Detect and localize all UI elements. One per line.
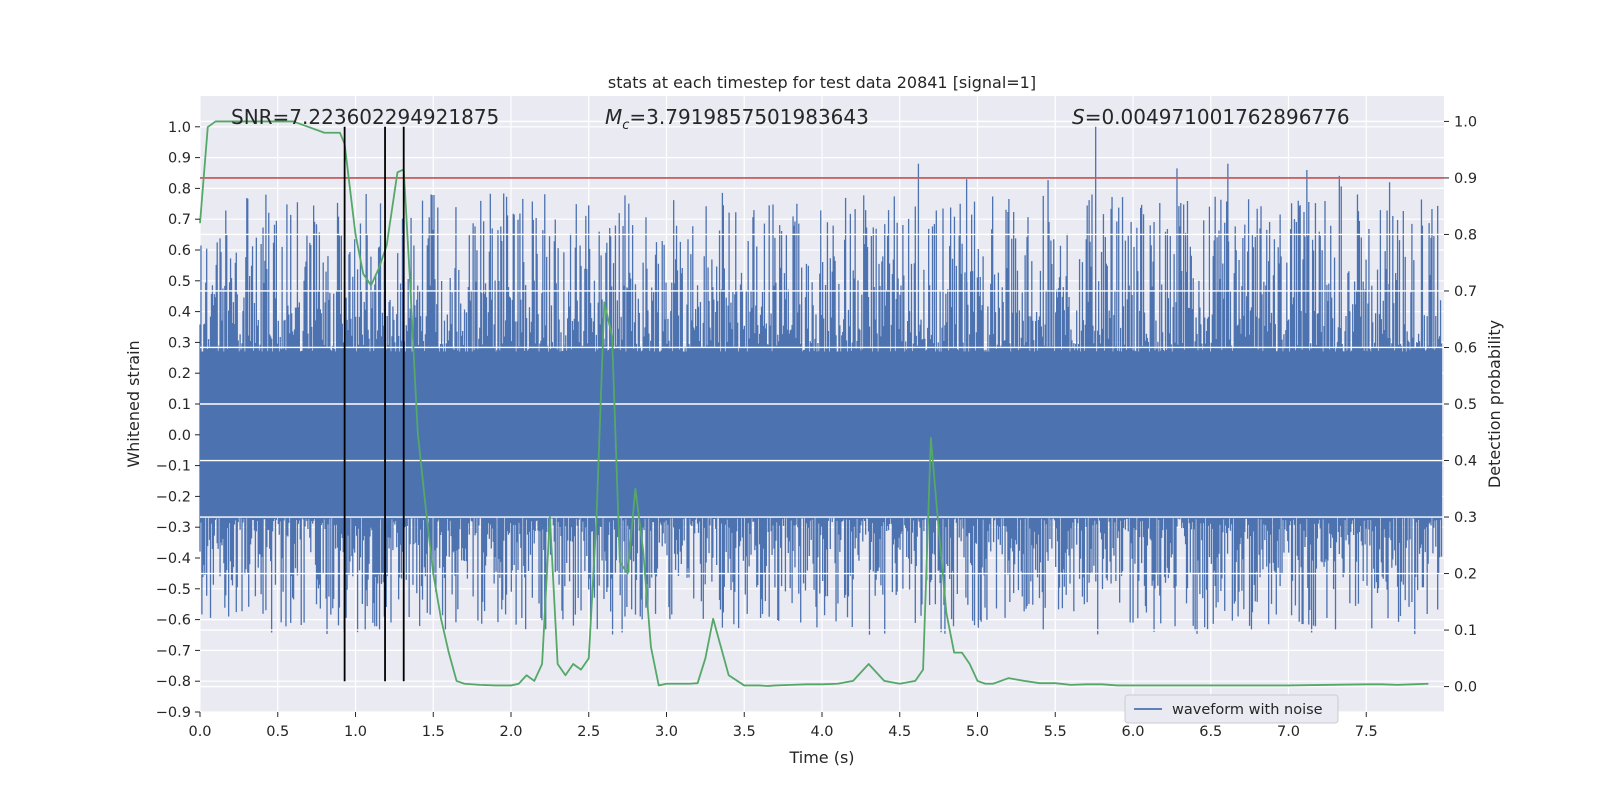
x-tick-label: 7.0 [1277,724,1300,740]
y-tick-label: 0.2 [168,366,191,382]
x-tick-label: 7.5 [1355,724,1378,740]
y-tick-label: −0.6 [156,613,191,629]
y-tick-label: 0.8 [168,181,191,197]
y-tick-label: 0.7 [168,212,191,228]
x-tick-label: 3.0 [655,724,678,740]
y-tick-label: −0.4 [156,551,191,567]
x-axis-ticks: 0.0 0.5 1.0 1.5 2.0 2.5 3.0 3.5 4.0 4.5 5.0 5.5 6.0 6… [188,712,1378,740]
y-right-tick-label: 0.0 [1454,680,1477,696]
y-right-tick-label: 0.7 [1454,284,1477,300]
y-tick-label: −0.1 [156,459,191,475]
x-axis-label: Time (s) [788,748,854,767]
x-tick-label: 5.5 [1044,724,1067,740]
snr-annotation: SNR=7.223602294921875 [231,105,499,129]
y-right-tick-label: 0.8 [1454,227,1477,243]
y-tick-label: 0.3 [168,335,191,351]
y-tick-label: −0.7 [156,643,191,659]
s-value: =0.004971001762896776 [1085,105,1350,129]
s-annotation: S=0.004971001762896776 [1072,105,1350,129]
y-right-tick-label: 0.6 [1454,340,1477,356]
chart-title: stats at each timestep for test data 208… [608,73,1036,92]
s-symbol: S [1072,105,1085,129]
vertical-markers [343,126,405,682]
chirp-mass-subscript: c [622,118,629,133]
y-right-tick-label: 0.4 [1454,454,1477,470]
legend: waveform with noise [1124,694,1339,724]
y-tick-label: −0.9 [156,705,191,721]
legend-box [1124,694,1339,724]
y-right-axis-label: Detection probability [1485,320,1504,488]
y-tick-label: −0.2 [156,489,191,505]
detection-probability-series [199,120,1429,687]
x-tick-label: 4.5 [888,724,911,740]
y-tick-label: −0.8 [156,674,191,690]
chirp-mass-value: =3.7919857501983643 [629,105,868,129]
y-right-axis-ticks: 0.0 0.1 0.2 0.3 0.4 0.5 0.6 0.7 0.8 0.9 1.0 [1444,114,1477,696]
y-tick-label: 0.9 [168,151,191,167]
detection-probability-line [199,120,1429,687]
y-tick-label: 0.5 [168,274,191,290]
chirp-mass-symbol: M [605,105,622,129]
y-tick-label: 0.6 [168,243,191,259]
x-tick-label: 4.0 [810,724,833,740]
legend-label: waveform with noise [1172,702,1323,718]
y-right-tick-label: 0.9 [1454,171,1477,187]
y-tick-label: 0.1 [168,397,191,413]
y-tick-label: −0.3 [156,520,191,536]
y-left-axis-ticks: −0.9 −0.8 −0.7 −0.6 −0.5 −0.4 −0.3 −0.2 −0.1 0.0 0… [156,120,200,721]
x-tick-label: 5.0 [966,724,989,740]
y-left-axis-label: Whitened strain [124,340,143,467]
y-right-tick-label: 0.2 [1454,567,1477,583]
waveform-series [199,126,1443,635]
y-right-tick-label: 0.5 [1454,397,1477,413]
x-tick-label: 6.5 [1199,724,1222,740]
y-tick-label: 0.4 [168,305,191,321]
x-tick-label: 1.0 [344,724,367,740]
x-tick-label: 6.0 [1121,724,1144,740]
x-tick-label: 0.0 [188,724,211,740]
y-tick-label: 0.0 [168,428,191,444]
y-tick-label: −0.5 [156,582,191,598]
x-tick-label: 0.5 [266,724,289,740]
y-tick-label: 1.0 [168,120,191,136]
x-tick-label: 2.5 [577,724,600,740]
x-tick-label: 2.0 [499,724,522,740]
right-axis-gridlines [200,120,1444,688]
x-tick-label: 1.5 [422,724,445,740]
y-right-tick-label: 0.3 [1454,510,1477,526]
x-tick-label: 3.5 [733,724,756,740]
y-right-tick-label: 1.0 [1454,114,1477,130]
waveform-dense-band [200,351,1442,518]
y-right-tick-label: 0.1 [1454,623,1477,639]
chirp-mass-annotation: Mc=3.7919857501983643 [605,105,869,133]
